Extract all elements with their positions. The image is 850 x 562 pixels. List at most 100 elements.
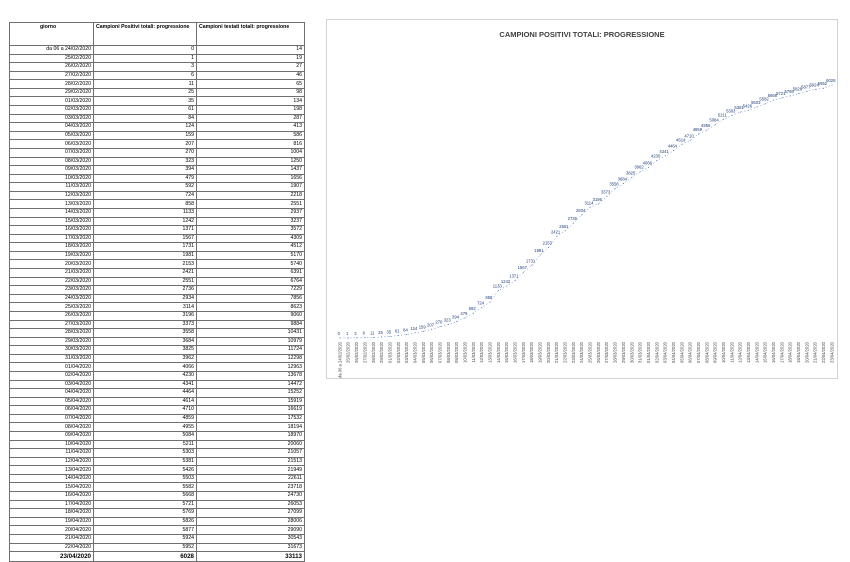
cell-positivi: 5503 bbox=[93, 473, 197, 484]
cell-giorno: 06/04/2020 bbox=[9, 405, 94, 415]
cell-giorno: 08/03/2020 bbox=[9, 156, 94, 167]
cell-giorno: 05/04/2020 bbox=[9, 396, 94, 407]
data-label: 1567 bbox=[518, 265, 528, 270]
cell-testati: 14472 bbox=[196, 379, 305, 390]
x-tick-label: 20/03/2020 bbox=[546, 341, 551, 363]
cell-positivi: 207 bbox=[93, 139, 197, 149]
cell-testati: 4309 bbox=[196, 233, 305, 244]
cell-testati: 10979 bbox=[196, 336, 305, 347]
cell-positivi: 5877 bbox=[93, 525, 197, 535]
x-tick-label: 04/04/2020 bbox=[671, 341, 676, 363]
data-point bbox=[723, 118, 725, 120]
cell-giorno: 09/04/2020 bbox=[9, 431, 94, 441]
x-tick-label: 22/03/2020 bbox=[563, 341, 568, 363]
cell-giorno: 25/03/2020 bbox=[9, 302, 94, 312]
cell-giorno: 11/04/2020 bbox=[9, 448, 94, 458]
x-tick-label: 14/03/2020 bbox=[496, 341, 501, 363]
cell-testati: 2218 bbox=[196, 190, 305, 201]
cell-testati: 2937 bbox=[196, 208, 305, 218]
x-tick-label: 09/03/2020 bbox=[454, 341, 459, 363]
x-tick-label: 05/04/2020 bbox=[679, 341, 684, 363]
x-tick-label: 10/04/2020 bbox=[721, 341, 726, 363]
data-label: 1242 bbox=[501, 279, 511, 284]
cell-testati: 18194 bbox=[196, 422, 305, 432]
table-row: 08/03/2020 323 1250 bbox=[9, 156, 305, 167]
data-point bbox=[506, 285, 508, 287]
x-tick-label: 22/04/2020 bbox=[821, 341, 826, 363]
table-total-row: 23/04/2020 6028 33113 bbox=[9, 551, 305, 562]
cell-testati: 27099 bbox=[196, 508, 305, 518]
x-tick-label: 31/03/2020 bbox=[638, 341, 643, 363]
table-row: 20/03/2020 2153 5740 bbox=[9, 259, 305, 270]
cell-giorno: 27/03/2020 bbox=[9, 319, 94, 330]
data-point bbox=[598, 203, 600, 205]
data-label: 3 bbox=[354, 331, 357, 336]
data-label: 3684 bbox=[618, 176, 628, 181]
data-point bbox=[514, 279, 516, 281]
data-point bbox=[764, 103, 766, 105]
table-row: 18/04/2020 5769 27099 bbox=[9, 508, 305, 518]
cell-positivi: 1 bbox=[93, 53, 197, 64]
data-label: 4066 bbox=[643, 160, 653, 165]
data-label: 11 bbox=[370, 331, 375, 336]
data-point bbox=[631, 176, 633, 178]
cell-giorno: da 06 a 24/02/2020 bbox=[9, 45, 94, 55]
cell-positivi: 4859 bbox=[93, 413, 197, 424]
x-tick-label: 23/04/2020 bbox=[829, 341, 834, 363]
table-row: 08/04/2020 4955 18194 bbox=[9, 422, 305, 432]
table-row: 27/03/2020 3373 9884 bbox=[9, 319, 305, 330]
cell-testati: 586 bbox=[196, 130, 305, 141]
data-point bbox=[347, 337, 349, 339]
cell-giorno: 08/04/2020 bbox=[9, 422, 94, 432]
data-point bbox=[714, 124, 716, 126]
table-row: 06/03/2020 207 816 bbox=[9, 139, 305, 149]
data-point bbox=[656, 159, 658, 161]
cell-giorno: 15/03/2020 bbox=[9, 216, 94, 227]
cell-giorno: 06/03/2020 bbox=[9, 139, 94, 149]
data-label: 4230 bbox=[651, 153, 661, 158]
table-row: 21/03/2020 2421 6391 bbox=[9, 268, 305, 278]
cell-testati: 4512 bbox=[196, 242, 305, 252]
cell-giorno: 26/03/2020 bbox=[9, 310, 94, 321]
data-label: 124 bbox=[410, 326, 418, 331]
table-row: 25/03/2020 3114 8623 bbox=[9, 302, 305, 312]
data-point bbox=[748, 109, 750, 111]
cell-giorno: 28/03/2020 bbox=[9, 328, 94, 338]
cell-giorno: 05/03/2020 bbox=[9, 130, 94, 141]
x-tick-label: 18/04/2020 bbox=[788, 341, 793, 363]
x-tick-label: 28/02/2020 bbox=[371, 341, 376, 363]
table-row: 04/03/2020 124 413 bbox=[9, 122, 305, 132]
cell-testati: 30543 bbox=[196, 533, 305, 544]
cell-testati: 29090 bbox=[196, 525, 305, 535]
table-row: 20/04/2020 5877 29090 bbox=[9, 525, 305, 535]
cell-positivi: 1371 bbox=[93, 225, 197, 235]
data-point bbox=[623, 182, 625, 184]
cell-giorno: 03/04/2020 bbox=[9, 379, 94, 390]
data-label: 4859 bbox=[693, 127, 703, 132]
cell-positivi: 11 bbox=[93, 79, 197, 89]
table-row: 15/04/2020 5582 23718 bbox=[9, 482, 305, 493]
cell-positivi: 3373 bbox=[93, 319, 197, 330]
data-point bbox=[739, 111, 741, 113]
cell-giorno: 14/03/2020 bbox=[9, 208, 94, 218]
cell-testati: 24730 bbox=[196, 491, 305, 501]
table-row: 19/04/2020 5826 28006 bbox=[9, 516, 305, 527]
data-point bbox=[539, 254, 541, 256]
data-label: 6028 bbox=[826, 78, 836, 83]
data-point bbox=[781, 97, 783, 99]
header-giorno: giorno bbox=[9, 22, 94, 46]
data-point bbox=[422, 330, 424, 332]
data-point bbox=[464, 317, 466, 319]
cell-giorno: 26/02/2020 bbox=[9, 62, 94, 72]
data-label: 5426 bbox=[743, 103, 753, 108]
x-tick-label: 02/04/2020 bbox=[654, 341, 659, 363]
data-label: 5211 bbox=[718, 112, 728, 117]
x-tick-label: da 06 a 24/02/2020 bbox=[337, 341, 342, 378]
cell-testati: 14 bbox=[196, 45, 305, 55]
table-row: 25/02/2020 1 19 bbox=[9, 53, 305, 64]
table-row: 01/03/2020 35 134 bbox=[9, 96, 305, 107]
data-label: 1371 bbox=[509, 273, 519, 278]
cell-giorno: 22/03/2020 bbox=[9, 276, 94, 287]
table-row: 01/04/2020 4066 12963 bbox=[9, 362, 305, 372]
x-tick-label: 11/03/2020 bbox=[471, 341, 476, 362]
